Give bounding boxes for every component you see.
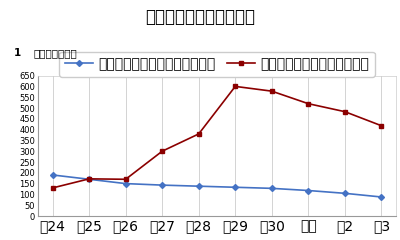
Text: 1: 1 xyxy=(14,48,21,58)
Text: 検挙状況の推移: 検挙状況の推移 xyxy=(34,48,78,58)
Text: ヤミ金融事犯の検挙状況: ヤミ金融事犯の検挙状況 xyxy=(145,8,255,26)
Legend: 無登録・高金利事犯検挙事件数, ヤミ金融関連事犯検挙事件数: 無登録・高金利事犯検挙事件数, ヤミ金融関連事犯検挙事件数 xyxy=(60,52,374,77)
